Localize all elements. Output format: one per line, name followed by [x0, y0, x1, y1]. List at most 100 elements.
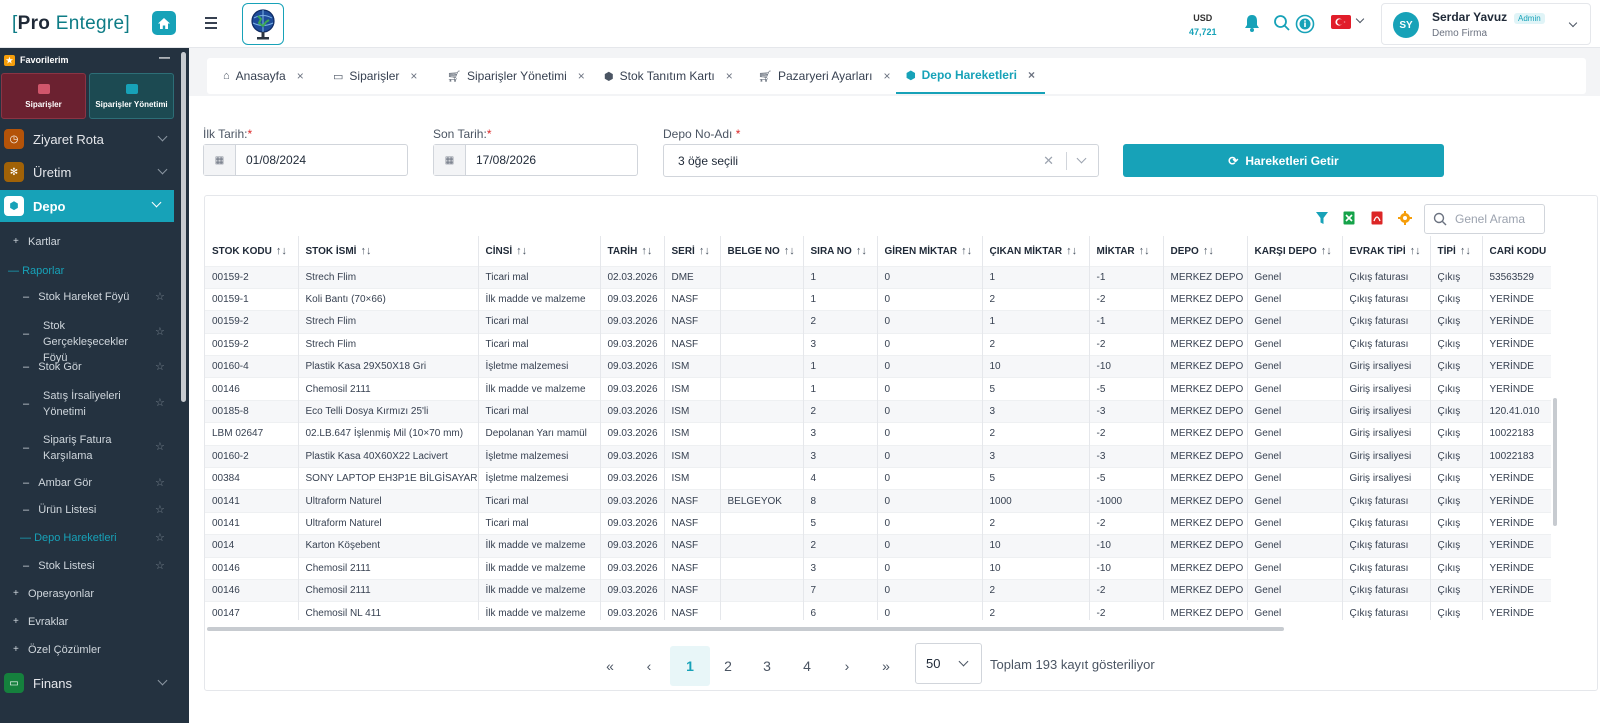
table-row[interactable]: 00159-2 Strech Flim Ticari mal 09.03.2026 NA… — [205, 332, 1551, 356]
table-row[interactable]: 00159-2 Strech Flim Ticari mal 02.03.2026 DM… — [205, 265, 1551, 289]
sidebar-report-ambar-gor[interactable]: – Ambar Gör — [23, 477, 93, 489]
sort-icon[interactable]: ↑↓ — [1409, 244, 1421, 257]
end-date-field[interactable]: ▦ 17/08/2026 — [433, 144, 638, 176]
menu-item-ziyaret-rota[interactable]: ◷ Ziyaret Rota — [0, 124, 180, 154]
column-header[interactable]: TARİH ↑↓ — [600, 236, 665, 266]
sidebar-report-depo-hareketleri[interactable]: — Depo Hareketleri — [20, 532, 117, 544]
calendar-icon[interactable]: ▦ — [204, 145, 236, 175]
sort-icon[interactable]: ↑↓ — [1202, 244, 1214, 257]
sidebar-report-siparis-fatura[interactable]: – Sipariş Fatura Karşılama — [23, 432, 153, 464]
column-header[interactable]: BELGE NO ↑↓ — [720, 236, 804, 266]
sort-icon[interactable]: ↑↓ — [275, 244, 287, 257]
column-header[interactable]: ÇIKAN MİKTAR ↑↓ — [982, 236, 1090, 266]
table-viewport[interactable]: STOK KODU ↑↓ STOK İSMİ ↑↓ CİNSİ ↑↓ TARİH ↑↓ SERİ… — [205, 236, 1551, 620]
tab-pazaryeri-ayarlari[interactable]: 🛒︎ Pazaryeri Ayarları × — [758, 58, 890, 94]
close-icon[interactable]: × — [883, 69, 891, 83]
tab-siparisler-yonetimi[interactable]: 🛒︎ Siparişler Yönetimi × — [447, 58, 585, 94]
star-icon[interactable]: ☆ — [155, 477, 165, 489]
settings-gear-icon[interactable] — [1398, 211, 1412, 228]
column-header[interactable]: EVRAK TİPİ ↑↓ — [1342, 236, 1431, 266]
company-logo[interactable] — [242, 3, 284, 45]
currency-widget[interactable]: USD 47,721 — [1189, 11, 1217, 39]
sort-icon[interactable]: ↑↓ — [1550, 245, 1551, 257]
menu-item-depo[interactable]: ⬢ Depo — [0, 190, 174, 222]
fav-card-order-management[interactable]: Siparişler Yönetimi — [89, 73, 174, 119]
menu-item-uretim[interactable]: ✻ Üretim — [0, 157, 180, 187]
sidebar-report-urun-listesi[interactable]: – Ürün Listesi — [23, 504, 97, 516]
sidebar-report-stok-gor[interactable]: – Stok Gör — [23, 361, 82, 373]
menu-item-finans[interactable]: ▭ Finans — [0, 668, 180, 698]
column-header[interactable]: TİPİ ↑↓ — [1430, 236, 1483, 266]
filter-icon[interactable] — [1315, 211, 1329, 228]
first-page-button[interactable]: « — [606, 658, 614, 674]
star-icon[interactable]: ☆ — [155, 361, 165, 373]
column-header[interactable]: STOK KODU ↑↓ — [205, 236, 299, 266]
grid-search-input[interactable]: Genel Arama — [1424, 204, 1545, 234]
fav-card-orders[interactable]: Siparişler — [1, 73, 86, 119]
search-icon[interactable] — [1273, 14, 1291, 32]
sort-icon[interactable]: ↑↓ — [961, 244, 973, 257]
star-icon[interactable]: ☆ — [155, 397, 165, 409]
sidebar-scrollbar[interactable] — [181, 52, 186, 402]
chevron-down-icon[interactable] — [1355, 14, 1365, 24]
table-row[interactable]: 00159-2 Strech Flim Ticari mal 09.03.2026 NA… — [205, 310, 1551, 334]
sidebar-report-stok-gerceklesecekler[interactable]: – Stok Gerçekleşecekler Föyü — [23, 318, 153, 366]
calendar-icon[interactable]: ▦ — [434, 145, 466, 175]
star-icon[interactable]: ☆ — [155, 532, 165, 544]
sort-icon[interactable]: ↑↓ — [1066, 244, 1078, 257]
sort-icon[interactable]: ↑↓ — [360, 244, 372, 257]
depot-multiselect[interactable]: 3 öğe seçili ✕ — [663, 144, 1099, 177]
flag-tr-icon[interactable] — [1331, 15, 1351, 29]
column-header[interactable]: CİNSİ ↑↓ — [478, 236, 601, 266]
chevron-down-icon[interactable] — [1076, 153, 1087, 164]
sort-icon[interactable]: ↑↓ — [783, 244, 795, 257]
star-icon[interactable]: ☆ — [155, 560, 165, 572]
star-icon[interactable]: ☆ — [155, 441, 165, 453]
table-row[interactable]: LBM 02647 02.LB.647 İşlenmiş Mil (10×70 m… — [205, 422, 1551, 446]
menu-toggle-icon[interactable] — [205, 17, 217, 32]
horizontal-scrollbar[interactable] — [207, 627, 1284, 631]
app-logo[interactable]: [Pro Entegre] — [12, 12, 131, 34]
prev-page-button[interactable]: ‹ — [646, 658, 652, 674]
table-row[interactable]: 00141 Ultraform Naturel Ticari mal 09.03.20… — [205, 489, 1551, 513]
column-header[interactable]: SIRA NO ↑↓ — [803, 236, 878, 266]
tab-stok-tanitim-karti[interactable]: ⬢ Stok Tanıtım Kartı × — [604, 58, 733, 94]
table-row[interactable]: 0014 Karton Köşebent İlk madde ve malzeme 0… — [205, 534, 1551, 558]
info-icon[interactable] — [1295, 14, 1315, 34]
table-row[interactable]: 00141 Ultraform Naturel Ticari mal 09.03.20… — [205, 511, 1551, 535]
close-icon[interactable]: × — [296, 69, 304, 83]
close-icon[interactable]: × — [410, 69, 418, 83]
sort-icon[interactable]: ↑↓ — [855, 244, 867, 257]
clear-icon[interactable]: ✕ — [1043, 153, 1054, 168]
table-row[interactable]: 00160-2 Plastik Kasa 40X60X22 Lacivert İşl… — [205, 444, 1551, 468]
sidebar-item-raporlar[interactable]: — Raporlar — [8, 265, 65, 277]
page-2-button[interactable]: 2 — [724, 658, 732, 674]
vertical-scrollbar[interactable] — [1553, 398, 1557, 526]
last-page-button[interactable]: » — [882, 658, 890, 674]
close-icon[interactable]: × — [1027, 68, 1035, 82]
table-row[interactable]: 00146 Chemosil 2111 İlk madde ve malzeme 09… — [205, 377, 1551, 401]
table-row[interactable]: 00185-8 Eco Telli Dosya Kırmızı 25'li Tica… — [205, 399, 1551, 423]
table-row[interactable]: 00160-4 Plastik Kasa 29X50X18 Gri İşletme … — [205, 355, 1551, 378]
column-header[interactable]: DEPO ↑↓ — [1163, 236, 1248, 266]
table-row[interactable]: 00146 Chemosil 2111 İlk madde ve malzeme 09… — [205, 578, 1551, 602]
tab-siparisler[interactable]: ▭ Siparişler × — [333, 58, 417, 94]
table-row[interactable]: 00159-1 Koli Bantı (70×66) İlk madde ve ma… — [205, 287, 1551, 311]
star-icon[interactable]: ☆ — [155, 291, 165, 303]
excel-export-icon[interactable] — [1343, 211, 1355, 228]
bell-icon[interactable] — [1244, 14, 1260, 32]
sort-icon[interactable]: ↑↓ — [641, 244, 653, 257]
page-3-button[interactable]: 3 — [763, 658, 771, 674]
star-icon[interactable]: ☆ — [155, 326, 165, 338]
column-header[interactable]: GİREN MİKTAR ↑↓ — [877, 236, 983, 266]
column-header[interactable]: CARİ KODU↑↓ — [1482, 236, 1551, 266]
sidebar-report-stok-hareket[interactable]: – Stok Hareket Föyü — [23, 291, 130, 303]
tab-anasayfa[interactable]: ⌂ Anasayfa × — [223, 58, 304, 94]
collapse-icon[interactable]: — — [159, 52, 170, 64]
sort-icon[interactable]: ↑↓ — [516, 244, 528, 257]
column-header[interactable]: STOK İSMİ ↑↓ — [298, 236, 479, 266]
table-row[interactable]: 00384 SONY LAPTOP EH3P1E BİLGİSAYAR İşletm… — [205, 467, 1551, 490]
sidebar-report-stok-listesi[interactable]: – Stok Listesi — [23, 560, 95, 572]
tab-depo-hareketleri[interactable]: ⬢ Depo Hareketleri × — [896, 58, 1045, 94]
page-1-button[interactable]: 1 — [670, 646, 710, 686]
